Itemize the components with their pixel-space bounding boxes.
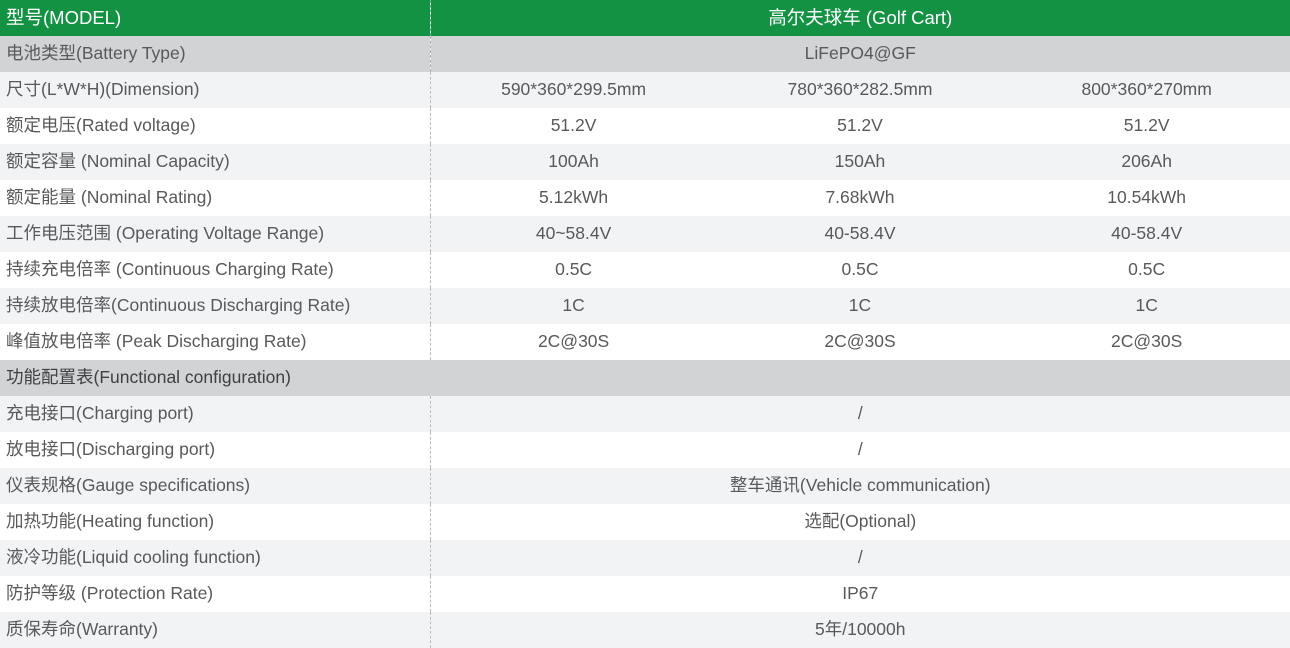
row-value-protection-rate: IP67 xyxy=(842,583,879,604)
section-title: 功能配置表(Functional configuration) xyxy=(6,367,291,388)
table-row: 峰值放电倍率 (Peak Discharging Rate) 2C@30S 2C… xyxy=(0,324,1290,360)
row-value-dimension-col2: 780*360*282.5mm xyxy=(787,79,933,100)
row-label-operating-voltage-range: 工作电压范围 (Operating Voltage Range) xyxy=(0,216,431,252)
table-row: 工作电压范围 (Operating Voltage Range) 40~58.4… xyxy=(0,216,1290,252)
section-header-functional-configuration: 功能配置表(Functional configuration) xyxy=(0,360,1290,396)
row-label-protection-rate: 防护等级 (Protection Rate) xyxy=(0,576,431,612)
table-header-row: 型号(MODEL) 高尔夫球车 (Golf Cart) xyxy=(0,0,1290,36)
row-label-warranty: 质保寿命(Warranty) xyxy=(0,612,431,648)
row-value-peak-discharging-rate-col3: 2C@30S xyxy=(1111,331,1183,352)
row-label-liquid-cooling-function: 液冷功能(Liquid cooling function) xyxy=(0,540,431,576)
row-label-nominal-rating: 额定能量 (Nominal Rating) xyxy=(0,180,431,216)
row-value-continuous-discharging-rate-col3: 1C xyxy=(1135,295,1158,316)
header-label-model: 型号(MODEL) xyxy=(0,0,431,36)
header-value-model: 高尔夫球车 (Golf Cart) xyxy=(768,6,953,28)
row-value-nominal-rating-col1: 5.12kWh xyxy=(539,187,609,208)
table-row: 持续充电倍率 (Continuous Charging Rate) 0.5C 0… xyxy=(0,252,1290,288)
row-value-operating-voltage-range-col1: 40~58.4V xyxy=(535,223,612,244)
row-value-continuous-charging-rate-col2: 0.5C xyxy=(841,259,879,280)
row-label-gauge-specifications: 仪表规格(Gauge specifications) xyxy=(0,468,431,504)
row-label-rated-voltage: 额定电压(Rated voltage) xyxy=(0,108,431,144)
row-label-peak-discharging-rate: 峰值放电倍率 (Peak Discharging Rate) xyxy=(0,324,431,360)
row-label-nominal-capacity: 额定容量 (Nominal Capacity) xyxy=(0,144,431,180)
row-value-operating-voltage-range-col2: 40-58.4V xyxy=(824,223,896,244)
table-row: 防护等级 (Protection Rate) IP67 xyxy=(0,576,1290,612)
table-row: 额定电压(Rated voltage) 51.2V 51.2V 51.2V xyxy=(0,108,1290,144)
table-row: 额定容量 (Nominal Capacity) 100Ah 150Ah 206A… xyxy=(0,144,1290,180)
table-row: 尺寸(L*W*H)(Dimension) 590*360*299.5mm 780… xyxy=(0,72,1290,108)
row-label-battery-type: 电池类型(Battery Type) xyxy=(0,36,431,72)
row-value-continuous-charging-rate-col1: 0.5C xyxy=(555,259,593,280)
row-value-nominal-rating-col3: 10.54kWh xyxy=(1107,187,1187,208)
row-value-continuous-discharging-rate-col1: 1C xyxy=(562,295,585,316)
row-value-rated-voltage-col3: 51.2V xyxy=(1123,115,1170,136)
row-value-operating-voltage-range-col3: 40-58.4V xyxy=(1111,223,1183,244)
table-row: 充电接口(Charging port) / xyxy=(0,396,1290,432)
row-value-liquid-cooling-function: / xyxy=(857,547,863,568)
row-value-continuous-charging-rate-col3: 0.5C xyxy=(1128,259,1166,280)
row-value-nominal-capacity-col2: 150Ah xyxy=(834,151,886,172)
row-label-continuous-charging-rate: 持续充电倍率 (Continuous Charging Rate) xyxy=(0,252,431,288)
row-label-dimension: 尺寸(L*W*H)(Dimension) xyxy=(0,72,431,108)
row-value-gauge-specifications: 整车通讯(Vehicle communication) xyxy=(729,475,991,496)
row-value-continuous-discharging-rate-col2: 1C xyxy=(848,295,872,316)
row-value-charging-port: / xyxy=(857,403,863,424)
row-value-battery-type: LiFePO4@GF xyxy=(804,43,916,64)
row-label-charging-port: 充电接口(Charging port) xyxy=(0,396,431,432)
table-row: 放电接口(Discharging port) / xyxy=(0,432,1290,468)
row-value-dimension-col1: 590*360*299.5mm xyxy=(501,79,647,100)
table-row: 额定能量 (Nominal Rating) 5.12kWh 7.68kWh 10… xyxy=(0,180,1290,216)
row-label-continuous-discharging-rate: 持续放电倍率(Continuous Discharging Rate) xyxy=(0,288,431,324)
row-value-discharging-port: / xyxy=(857,439,863,460)
table-row: 液冷功能(Liquid cooling function) / xyxy=(0,540,1290,576)
row-value-heating-function: 选配(Optional) xyxy=(804,511,917,532)
row-value-nominal-capacity-col1: 100Ah xyxy=(548,151,599,172)
row-value-rated-voltage-col2: 51.2V xyxy=(837,115,883,136)
table-row: 仪表规格(Gauge specifications) 整车通讯(Vehicle … xyxy=(0,468,1290,504)
row-value-nominal-rating-col2: 7.68kWh xyxy=(825,187,895,208)
row-value-dimension-col3: 800*360*270mm xyxy=(1081,79,1212,100)
row-label-heating-function: 加热功能(Heating function) xyxy=(0,504,431,540)
row-value-rated-voltage-col1: 51.2V xyxy=(550,115,597,136)
table-row: 质保寿命(Warranty) 5年/10000h xyxy=(0,612,1290,648)
row-value-peak-discharging-rate-col1: 2C@30S xyxy=(537,331,610,352)
row-value-peak-discharging-rate-col2: 2C@30S xyxy=(824,331,896,352)
row-label-discharging-port: 放电接口(Discharging port) xyxy=(0,432,431,468)
table-row-battery-type: 电池类型(Battery Type) LiFePO4@GF xyxy=(0,36,1290,72)
row-value-nominal-capacity-col3: 206Ah xyxy=(1121,151,1172,172)
table-row: 持续放电倍率(Continuous Discharging Rate) 1C 1… xyxy=(0,288,1290,324)
table-row: 加热功能(Heating function) 选配(Optional) xyxy=(0,504,1290,540)
row-value-warranty: 5年/10000h xyxy=(815,619,906,640)
